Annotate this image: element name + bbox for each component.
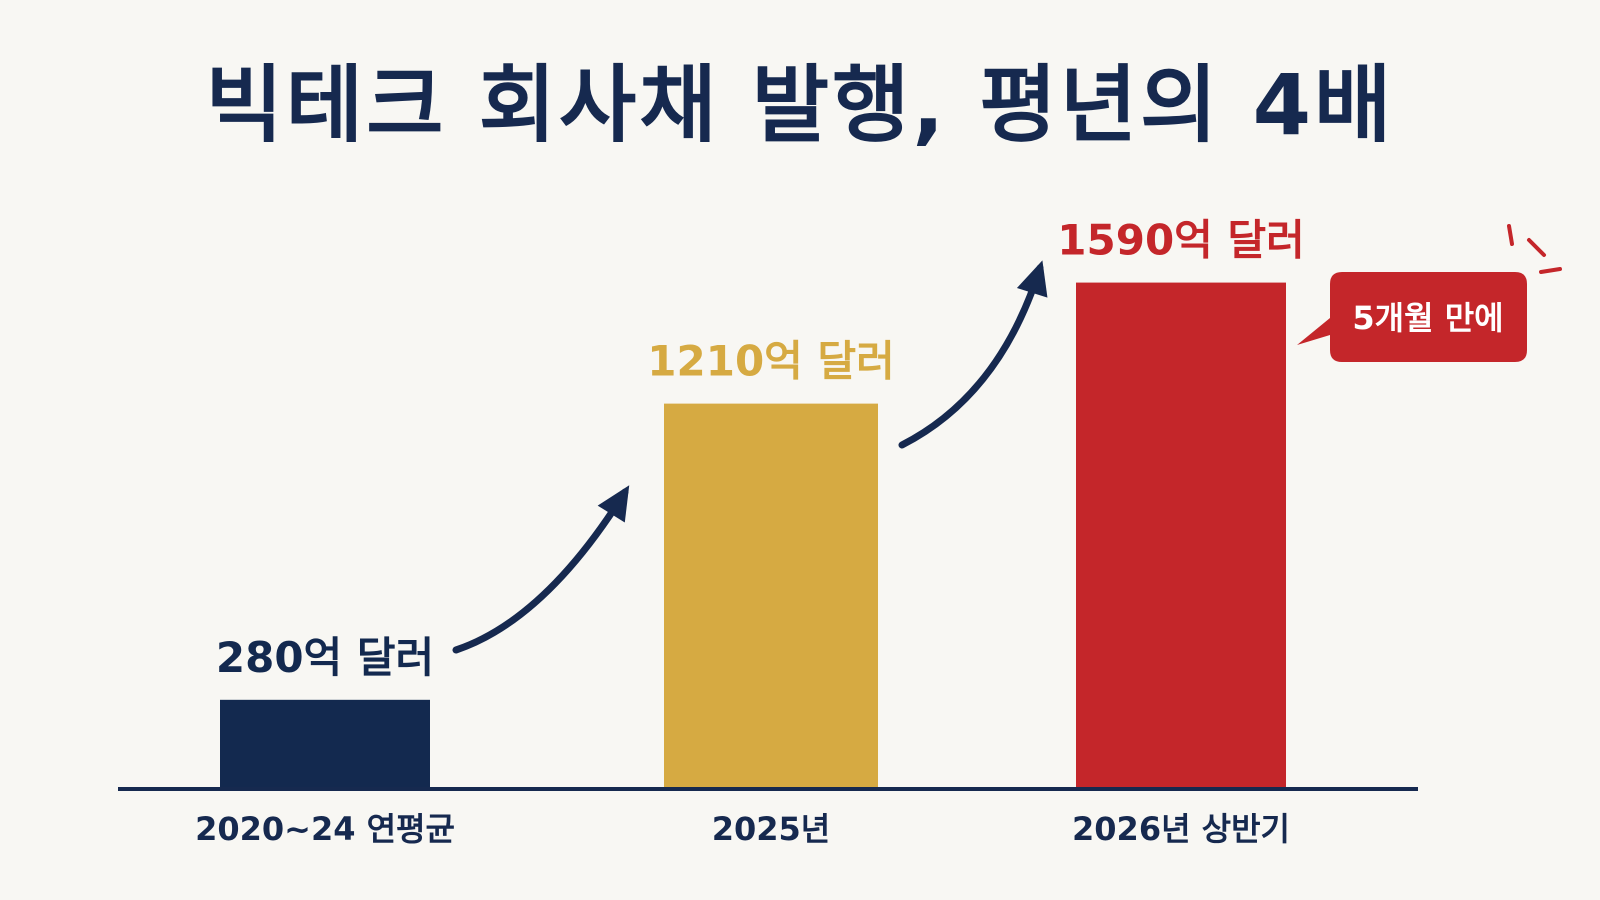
callout-bubble (1297, 272, 1527, 362)
bar-2 (664, 403, 878, 789)
chart-title: 빅테크 회사채 발행, 평년의 4배 (205, 56, 1395, 154)
bar-1 (220, 699, 430, 789)
growth-arrowhead-2 (1016, 260, 1048, 298)
bar-value-label-1: 280억 달러 (216, 633, 434, 682)
emphasis-burst-icon (1507, 224, 1562, 274)
labels-layer: 280억 달러 2020~24 연평균 1210억 달러 2025년 1590억 달러 2… (195, 216, 1305, 848)
growth-arrow-1 (452, 488, 629, 654)
x-tick-label-3: 2026년 상반기 (1072, 810, 1290, 848)
x-tick-label-2: 2025년 (712, 810, 831, 848)
bar-value-label-2: 1210억 달러 (647, 337, 894, 386)
bars-layer (220, 282, 1286, 789)
x-tick-label-1: 2020~24 연평균 (195, 810, 455, 848)
growth-arrow-2 (898, 264, 1044, 449)
callout-badge: 5개월 만에 (1297, 224, 1562, 362)
bar-3 (1076, 282, 1286, 789)
callout-text: 5개월 만에 (1352, 299, 1503, 337)
arrows-layer (452, 260, 1048, 654)
growth-arrowhead-1 (597, 485, 630, 523)
bar-value-label-3: 1590억 달러 (1057, 216, 1304, 265)
